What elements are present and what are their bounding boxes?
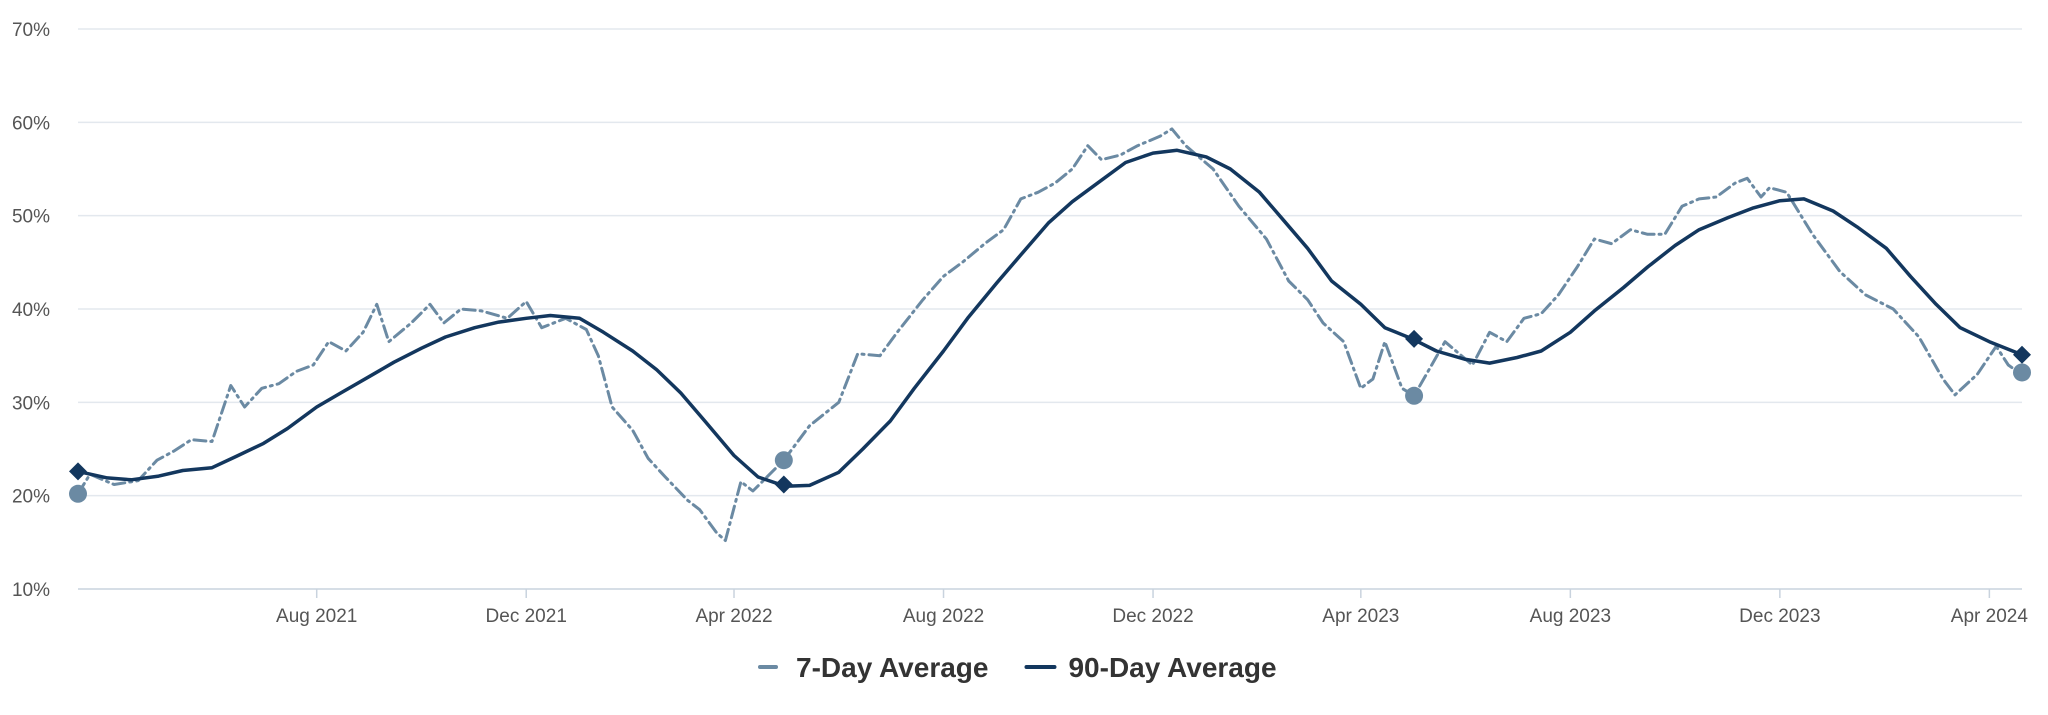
x-axis: Aug 2021 Dec 2021 Apr 2022 Aug 2022 Dec 2022… (276, 589, 2028, 627)
legend-label: 90-Day Average (1068, 652, 1276, 683)
legend: 7-Day Average 90-Day Average (758, 652, 1277, 683)
series-markers (69, 329, 2031, 503)
gridlines (78, 28, 2022, 590)
x-tick-label: Aug 2023 (1530, 606, 1611, 627)
y-tick-label: 70% (12, 20, 50, 41)
x-tick-label: Aug 2022 (903, 606, 984, 627)
y-tick-label: 60% (12, 113, 50, 134)
x-tick-label: Aug 2021 (276, 606, 357, 627)
x-tick-label: Apr 2023 (1322, 606, 1399, 627)
x-tick-label: Dec 2022 (1112, 606, 1193, 627)
y-axis: 10% 20% 30% 40% 50% 60% 70% (12, 20, 50, 601)
seven-day-average-point (2013, 363, 2031, 382)
seven-day-average-point (1405, 386, 1424, 405)
legend-item: 90-Day Average (1024, 652, 1277, 683)
ninety-day-average-point (774, 475, 793, 494)
seven-day-average-point (774, 451, 793, 470)
x-tick-label: Dec 2021 (486, 606, 567, 627)
ninety-day-average-line (76, 148, 2024, 489)
seven-day-average-point (69, 484, 87, 503)
series-lines (76, 127, 2024, 542)
y-tick-label: 10% (12, 580, 50, 601)
seven-day-average-line (76, 127, 2021, 542)
x-tick-label: Dec 2023 (1739, 606, 1820, 627)
y-tick-label: 40% (12, 300, 50, 321)
x-tick-label: Apr 2024 (1951, 606, 2029, 627)
y-tick-label: 30% (12, 393, 50, 414)
ninety-day-average-point (1405, 329, 1424, 348)
ninety-day-average-point (2013, 345, 2031, 364)
legend-label: 7-Day Average (796, 652, 988, 683)
ninety-day-average-point (69, 462, 87, 481)
legend-item: 7-Day Average (758, 652, 988, 683)
x-tick-label: Apr 2022 (695, 606, 772, 627)
y-tick-label: 50% (12, 207, 50, 228)
y-tick-label: 20% (12, 487, 50, 508)
